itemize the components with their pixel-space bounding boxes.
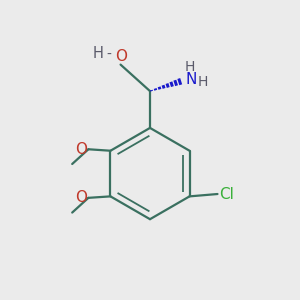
Text: O: O	[76, 190, 88, 205]
Text: Cl: Cl	[219, 187, 234, 202]
Text: O: O	[115, 49, 127, 64]
Text: H: H	[198, 75, 208, 89]
Text: H: H	[184, 60, 195, 74]
Text: -: -	[106, 48, 111, 62]
Text: H: H	[93, 46, 104, 61]
Text: N: N	[185, 72, 197, 87]
Text: O: O	[76, 142, 88, 157]
